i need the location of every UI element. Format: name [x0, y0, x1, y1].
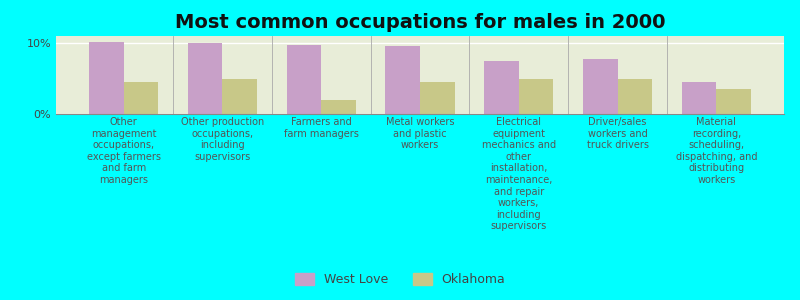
Legend: West Love, Oklahoma: West Love, Oklahoma [290, 268, 510, 291]
Bar [322, 100, 356, 114]
Text: Other
management
occupations,
except farmers
and farm
managers: Other management occupations, except far… [86, 117, 161, 185]
Title: Most common occupations for males in 2000: Most common occupations for males in 200… [174, 13, 666, 32]
Bar [188, 43, 222, 114]
Bar [222, 79, 257, 114]
Bar [583, 59, 618, 114]
Text: Other production
occupations,
including
supervisors: Other production occupations, including … [181, 117, 264, 162]
Bar [518, 79, 554, 114]
Bar [682, 82, 716, 114]
Text: Driver/sales
workers and
truck drivers: Driver/sales workers and truck drivers [586, 117, 649, 150]
Text: Farmers and
farm managers: Farmers and farm managers [284, 117, 358, 139]
Bar [484, 61, 518, 114]
Bar [716, 89, 751, 114]
Text: Material
recording,
scheduling,
dispatching, and
distributing
workers: Material recording, scheduling, dispatch… [675, 117, 757, 185]
Bar [124, 82, 158, 114]
Text: Metal workers
and plastic
workers: Metal workers and plastic workers [386, 117, 454, 150]
Bar [89, 42, 124, 114]
Bar [386, 46, 420, 114]
Bar [420, 82, 454, 114]
Bar [286, 44, 322, 114]
Text: Electrical
equipment
mechanics and
other
installation,
maintenance,
and repair
w: Electrical equipment mechanics and other… [482, 117, 556, 231]
Bar [618, 79, 652, 114]
